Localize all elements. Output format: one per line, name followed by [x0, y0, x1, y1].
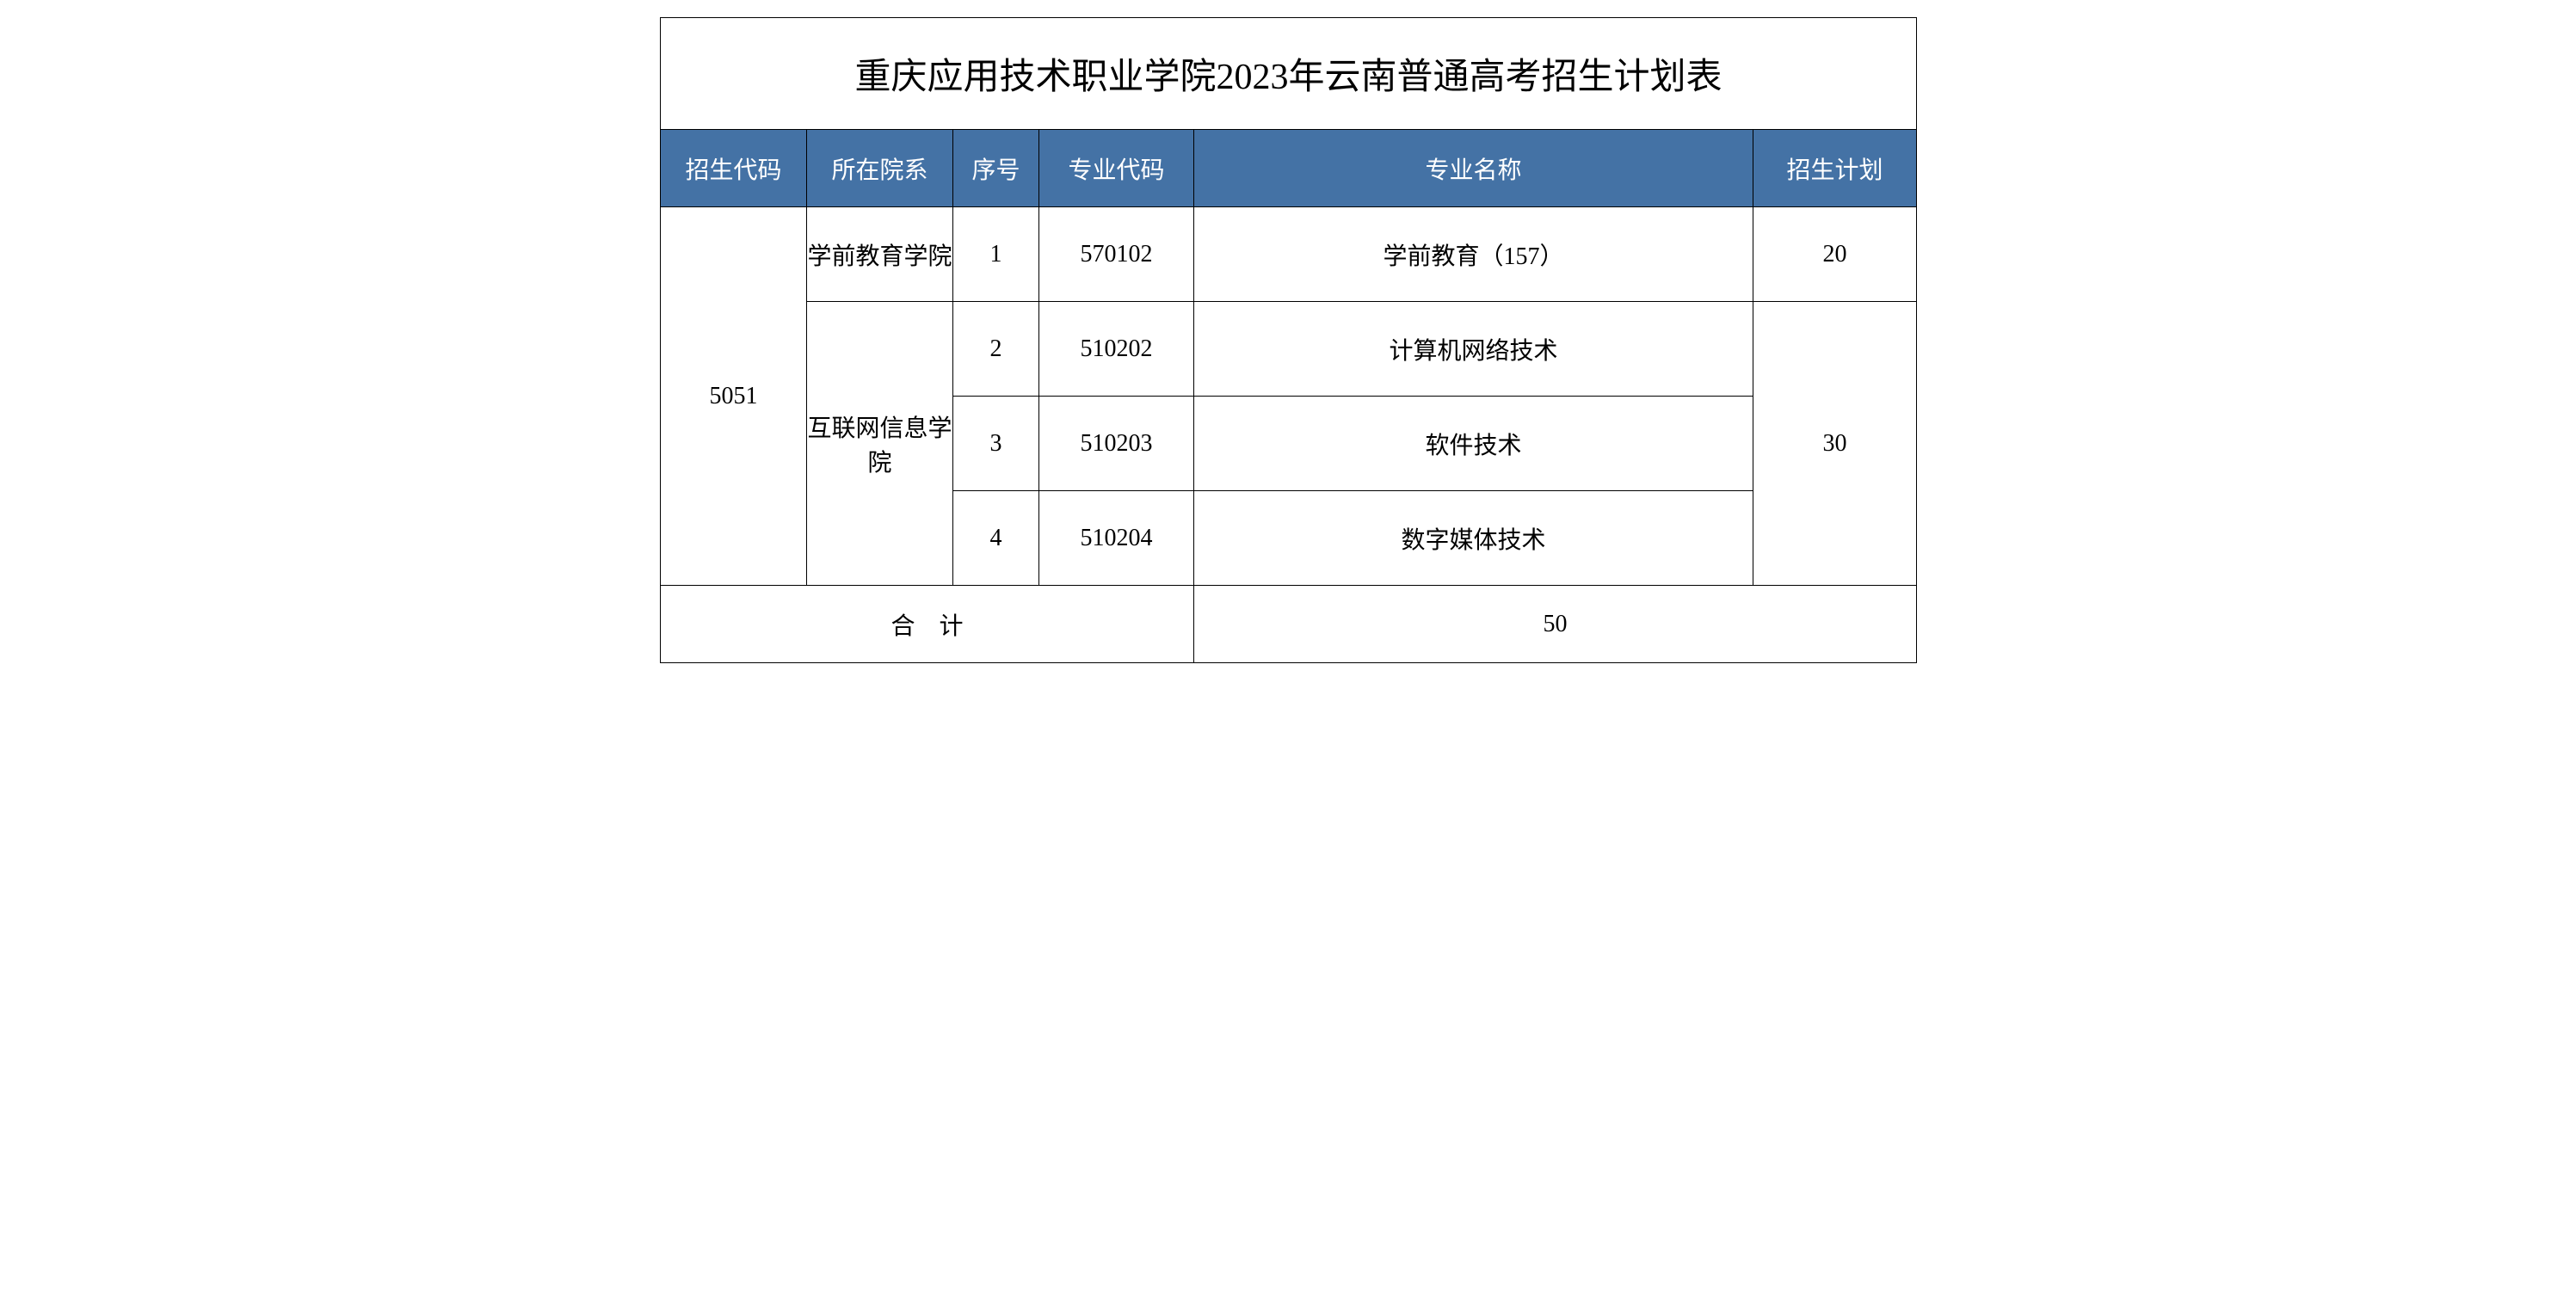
- header-major-name: 专业名称: [1194, 130, 1753, 207]
- table-title-row: 重庆应用技术职业学院2023年云南普通高考招生计划表: [661, 18, 1917, 130]
- header-plan: 招生计划: [1753, 130, 1917, 207]
- cell-major-name: 数字媒体技术: [1194, 491, 1753, 586]
- table-row: 互联网信息学院 2 510202 计算机网络技术 30: [661, 302, 1917, 397]
- cell-major-code: 510203: [1039, 397, 1194, 491]
- cell-department: 学前教育学院: [807, 207, 953, 302]
- cell-plan: 30: [1753, 302, 1917, 586]
- cell-plan: 20: [1753, 207, 1917, 302]
- cell-major-name: 学前教育（157）: [1194, 207, 1753, 302]
- cell-seq: 3: [953, 397, 1039, 491]
- cell-major-name: 计算机网络技术: [1194, 302, 1753, 397]
- header-sequence: 序号: [953, 130, 1039, 207]
- table-header-row: 招生代码 所在院系 序号 专业代码 专业名称 招生计划: [661, 130, 1917, 207]
- enrollment-table: 重庆应用技术职业学院2023年云南普通高考招生计划表 招生代码 所在院系 序号 …: [660, 17, 1917, 663]
- dept-name-label: 学前教育学院: [807, 243, 952, 270]
- cell-department: 互联网信息学院: [807, 302, 953, 586]
- table-footer-row: 合 计 50: [661, 586, 1917, 663]
- header-enrollment-code: 招生代码: [661, 130, 807, 207]
- footer-label: 合 计: [661, 586, 1194, 663]
- dept-name-label: 互联网信息学院: [807, 415, 952, 477]
- cell-enrollment-code: 5051: [661, 207, 807, 586]
- table-row: 5051 学前教育学院 1 570102 学前教育（157） 20: [661, 207, 1917, 302]
- footer-total: 50: [1194, 586, 1917, 663]
- header-major-code: 专业代码: [1039, 130, 1194, 207]
- cell-major-code: 570102: [1039, 207, 1194, 302]
- cell-major-code: 510204: [1039, 491, 1194, 586]
- table-title: 重庆应用技术职业学院2023年云南普通高考招生计划表: [661, 18, 1917, 130]
- cell-seq: 1: [953, 207, 1039, 302]
- header-department: 所在院系: [807, 130, 953, 207]
- enrollment-table-container: 重庆应用技术职业学院2023年云南普通高考招生计划表 招生代码 所在院系 序号 …: [660, 17, 1916, 663]
- cell-major-code: 510202: [1039, 302, 1194, 397]
- cell-seq: 4: [953, 491, 1039, 586]
- cell-major-name: 软件技术: [1194, 397, 1753, 491]
- cell-seq: 2: [953, 302, 1039, 397]
